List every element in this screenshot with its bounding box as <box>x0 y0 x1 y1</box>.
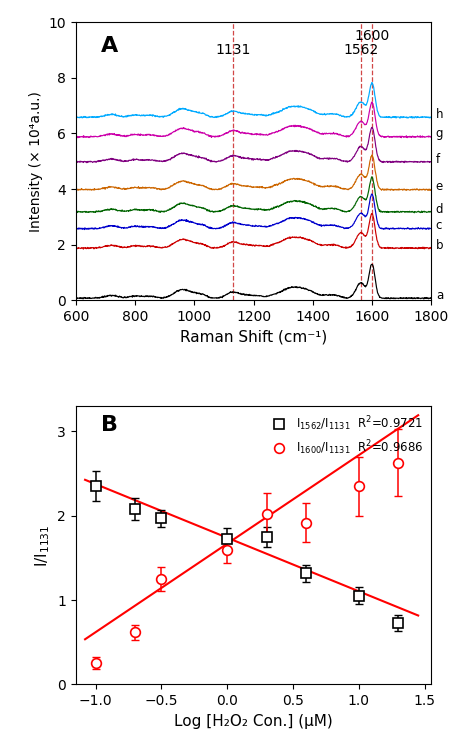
Text: f: f <box>436 152 440 166</box>
Legend: I$_{1562}$/I$_{1131}$  R$^2$=0.9721, I$_{1600}$/I$_{1131}$  R$^2$=0.9686: I$_{1562}$/I$_{1131}$ R$^2$=0.9721, I$_{… <box>263 410 428 462</box>
Text: g: g <box>436 127 443 141</box>
Text: b: b <box>436 238 443 252</box>
Text: a: a <box>436 289 443 302</box>
Y-axis label: Intensity (× 10⁴a.u.): Intensity (× 10⁴a.u.) <box>29 91 43 232</box>
Text: 1131: 1131 <box>216 43 251 57</box>
Text: d: d <box>436 202 443 216</box>
X-axis label: Raman Shift (cm⁻¹): Raman Shift (cm⁻¹) <box>180 330 327 344</box>
Text: A: A <box>100 36 118 56</box>
X-axis label: Log [H₂O₂ Con.] (μM): Log [H₂O₂ Con.] (μM) <box>174 714 333 729</box>
Text: 1562: 1562 <box>343 43 378 57</box>
Text: e: e <box>436 180 443 194</box>
Text: B: B <box>100 414 118 434</box>
Y-axis label: I/I$_{1131}$: I/I$_{1131}$ <box>33 524 52 567</box>
Text: 1600: 1600 <box>355 29 390 43</box>
Text: h: h <box>436 108 443 121</box>
Text: c: c <box>436 219 442 233</box>
